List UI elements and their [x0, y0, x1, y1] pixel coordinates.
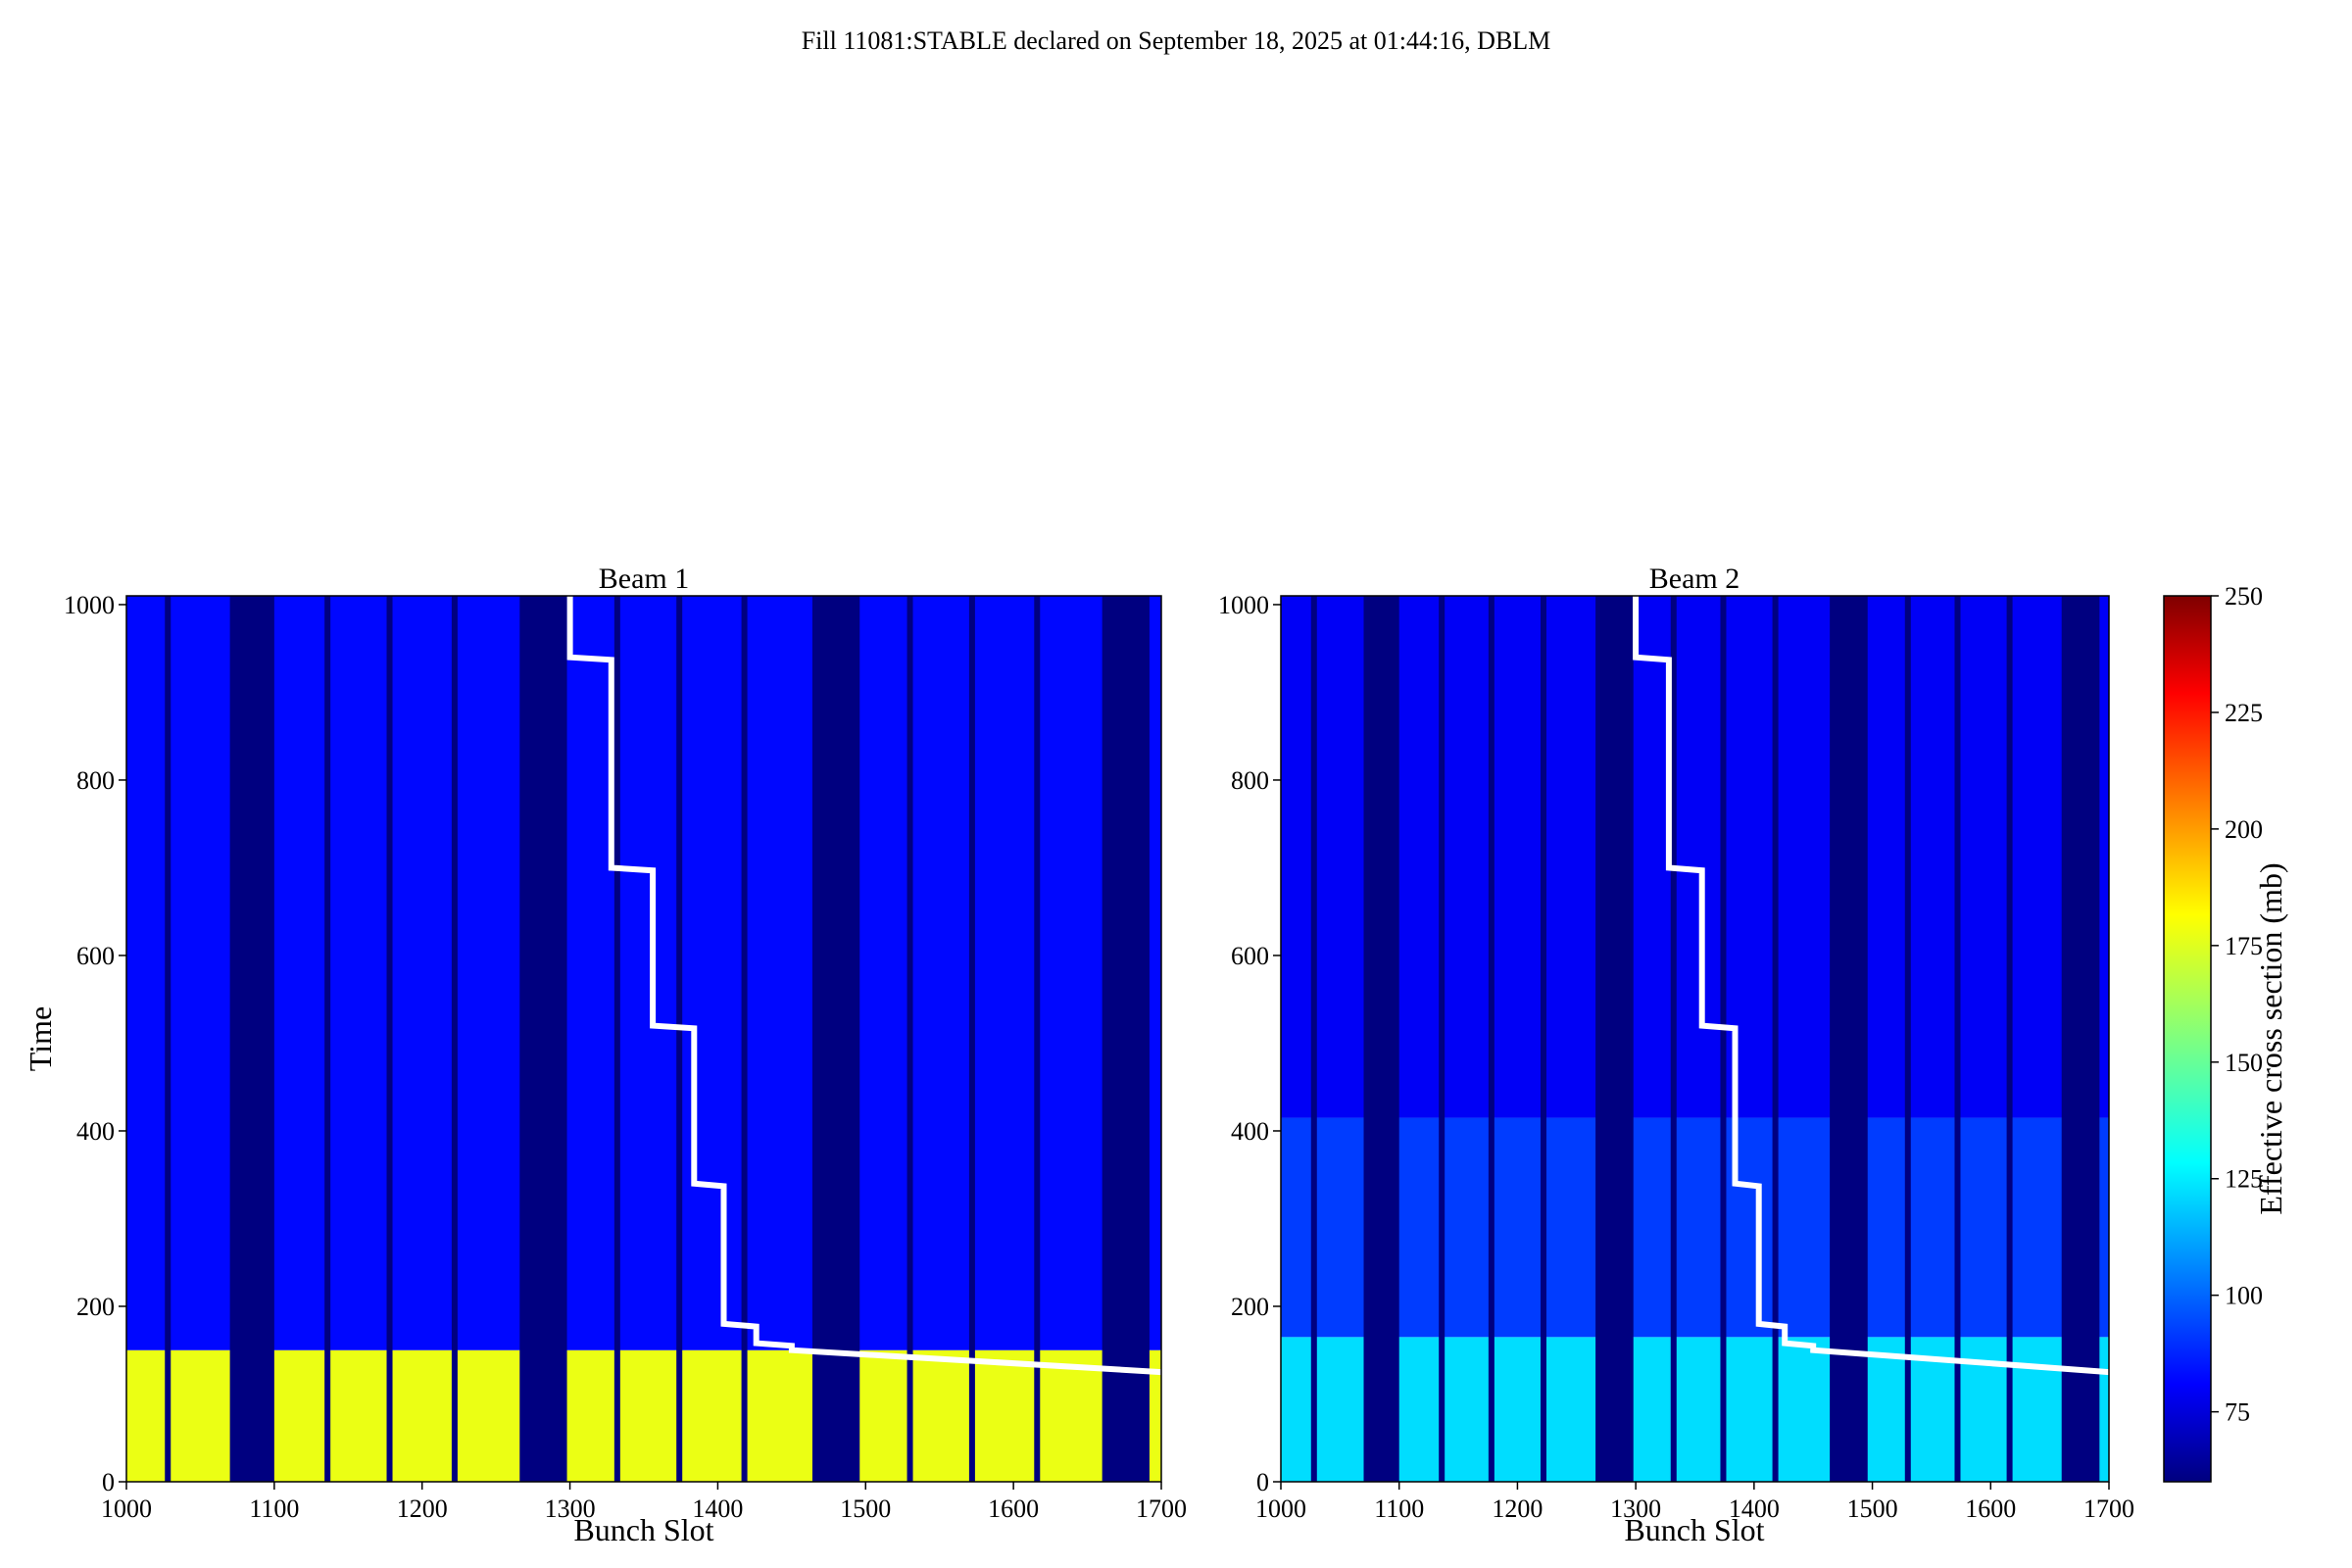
heat-band-1 [1281, 1337, 2109, 1482]
colorbar: 75 100 125 150 175 200 225 250 Effective cross … [2163, 582, 2288, 1483]
y-tick-label-0: 0 [102, 1468, 115, 1496]
empty-slot-column-3 [811, 596, 860, 1482]
beam-1-axes: 1000 1100 1200 1300 1400 1500 1600 1700 0 200 400 6… [64, 591, 1187, 1523]
x-tick-label-1700: 1700 [2083, 1494, 2134, 1523]
x-tick-label-1300: 1300 [545, 1494, 596, 1523]
beam-1-ylabel: Time [23, 1006, 58, 1071]
train-gap-2 [324, 596, 331, 1482]
y-tick-label-1000: 1000 [64, 591, 115, 619]
figure-title: Fill 11081:STABLE declared on September … [802, 26, 1551, 55]
x-tick-label-1500: 1500 [840, 1494, 891, 1523]
colorbar-ticks: 75 100 125 150 175 200 225 250 [2211, 582, 2263, 1427]
x-tick-label-1200: 1200 [1492, 1494, 1543, 1523]
colorbar-tick-label-200: 200 [2225, 815, 2263, 844]
train-gap-4 [1540, 596, 1546, 1482]
overlay-step-line [566, 596, 1162, 1376]
beam-2-heatmap [1281, 596, 2110, 1482]
y-tick-label-1000: 1000 [1218, 591, 1269, 619]
colorbar-label: Effective cross section (mb) [2253, 862, 2288, 1214]
beam-1-heatmap [126, 596, 1162, 1482]
train-gap-7 [741, 596, 748, 1482]
empty-slot-column-2 [1595, 596, 1634, 1482]
heat-band-1 [126, 1349, 1161, 1482]
heat-band-3 [1281, 596, 2109, 1118]
y-tick-label-400: 400 [76, 1117, 115, 1146]
train-gap-7 [1772, 596, 1779, 1482]
empty-slot-column-1 [229, 596, 274, 1482]
x-tick-label-1400: 1400 [1729, 1494, 1780, 1523]
train-gap-3 [1488, 596, 1494, 1482]
colorbar-tick-label-100: 100 [2225, 1282, 2263, 1310]
train-gap-2 [1439, 596, 1446, 1482]
train-gap-4 [451, 596, 458, 1482]
empty-slot-column-3 [1830, 596, 1868, 1482]
x-tick-label-1000: 1000 [1255, 1494, 1306, 1523]
train-gap-9 [1954, 596, 1961, 1482]
train-gap-10 [1034, 596, 1041, 1482]
empty-slot-column-4 [2061, 596, 2100, 1482]
empty-slot-column-1 [1363, 596, 1399, 1482]
train-gap-6 [676, 596, 683, 1482]
x-tick-label-1100: 1100 [1374, 1494, 1424, 1523]
y-tick-label-400: 400 [1231, 1117, 1269, 1146]
colorbar-tick-label-175: 175 [2225, 932, 2263, 960]
x-tick-label-1500: 1500 [1847, 1494, 1898, 1523]
beam-2-title: Beam 2 [1649, 563, 1740, 595]
colorbar-tick-label-75: 75 [2225, 1398, 2250, 1427]
y-tick-label-800: 800 [1231, 766, 1269, 795]
y-tick-label-0: 0 [1256, 1468, 1269, 1496]
train-gap-5 [1670, 596, 1677, 1482]
y-tick-label-600: 600 [76, 942, 115, 970]
train-gap-6 [1720, 596, 1727, 1482]
x-tick-label-1400: 1400 [692, 1494, 743, 1523]
beam-2-axes: 1000 1100 1200 1300 1400 1500 1600 1700 0 200 400 6… [1218, 591, 2134, 1523]
y-tick-label-200: 200 [1231, 1293, 1269, 1321]
x-tick-label-1300: 1300 [1610, 1494, 1661, 1523]
beam-1-xlabel: Bunch Slot [573, 1512, 713, 1547]
beam-2-plot-frame [1280, 595, 2110, 1483]
colorbar-tick-label-125: 125 [2225, 1165, 2263, 1194]
beam-2-panel: Beam 2 1000 1100 1200 1300 1400 1500 1600 1700 0… [1218, 563, 2134, 1547]
train-gap-5 [613, 596, 620, 1482]
empty-slot-column-4 [1102, 596, 1150, 1482]
y-tick-label-600: 600 [1231, 942, 1269, 970]
train-gap-1 [165, 596, 172, 1482]
train-gap-8 [906, 596, 913, 1482]
beam-1-plot-frame [125, 595, 1162, 1483]
heat-band-2 [126, 596, 1161, 1350]
heat-band-2 [1281, 1117, 2109, 1338]
x-tick-label-1600: 1600 [988, 1494, 1039, 1523]
x-tick-label-1100: 1100 [249, 1494, 299, 1523]
y-tick-label-800: 800 [76, 766, 115, 795]
colorbar-tick-label-225: 225 [2225, 699, 2263, 727]
train-gap-10 [2006, 596, 2013, 1482]
beam-1-title: Beam 1 [599, 563, 689, 595]
x-tick-label-1000: 1000 [101, 1494, 152, 1523]
train-gap-1 [1310, 596, 1317, 1482]
empty-slot-column-2 [519, 596, 567, 1482]
overlay-step-line [1633, 596, 2110, 1376]
train-gap-8 [1904, 596, 1911, 1482]
train-gap-3 [386, 596, 393, 1482]
colorbar-tick-label-250: 250 [2225, 582, 2263, 611]
colorbar-tick-label-150: 150 [2225, 1049, 2263, 1077]
y-tick-label-200: 200 [76, 1293, 115, 1321]
train-gap-9 [968, 596, 975, 1482]
colorbar-gradient [2163, 595, 2212, 1483]
beam-1-panel: Beam 1 1000 1100 1200 1300 1400 1500 1600 1700 0… [23, 563, 1187, 1547]
beam-2-xlabel: Bunch Slot [1624, 1512, 1764, 1547]
x-tick-label-1700: 1700 [1136, 1494, 1187, 1523]
x-tick-label-1200: 1200 [397, 1494, 448, 1523]
x-tick-label-1600: 1600 [1965, 1494, 2016, 1523]
